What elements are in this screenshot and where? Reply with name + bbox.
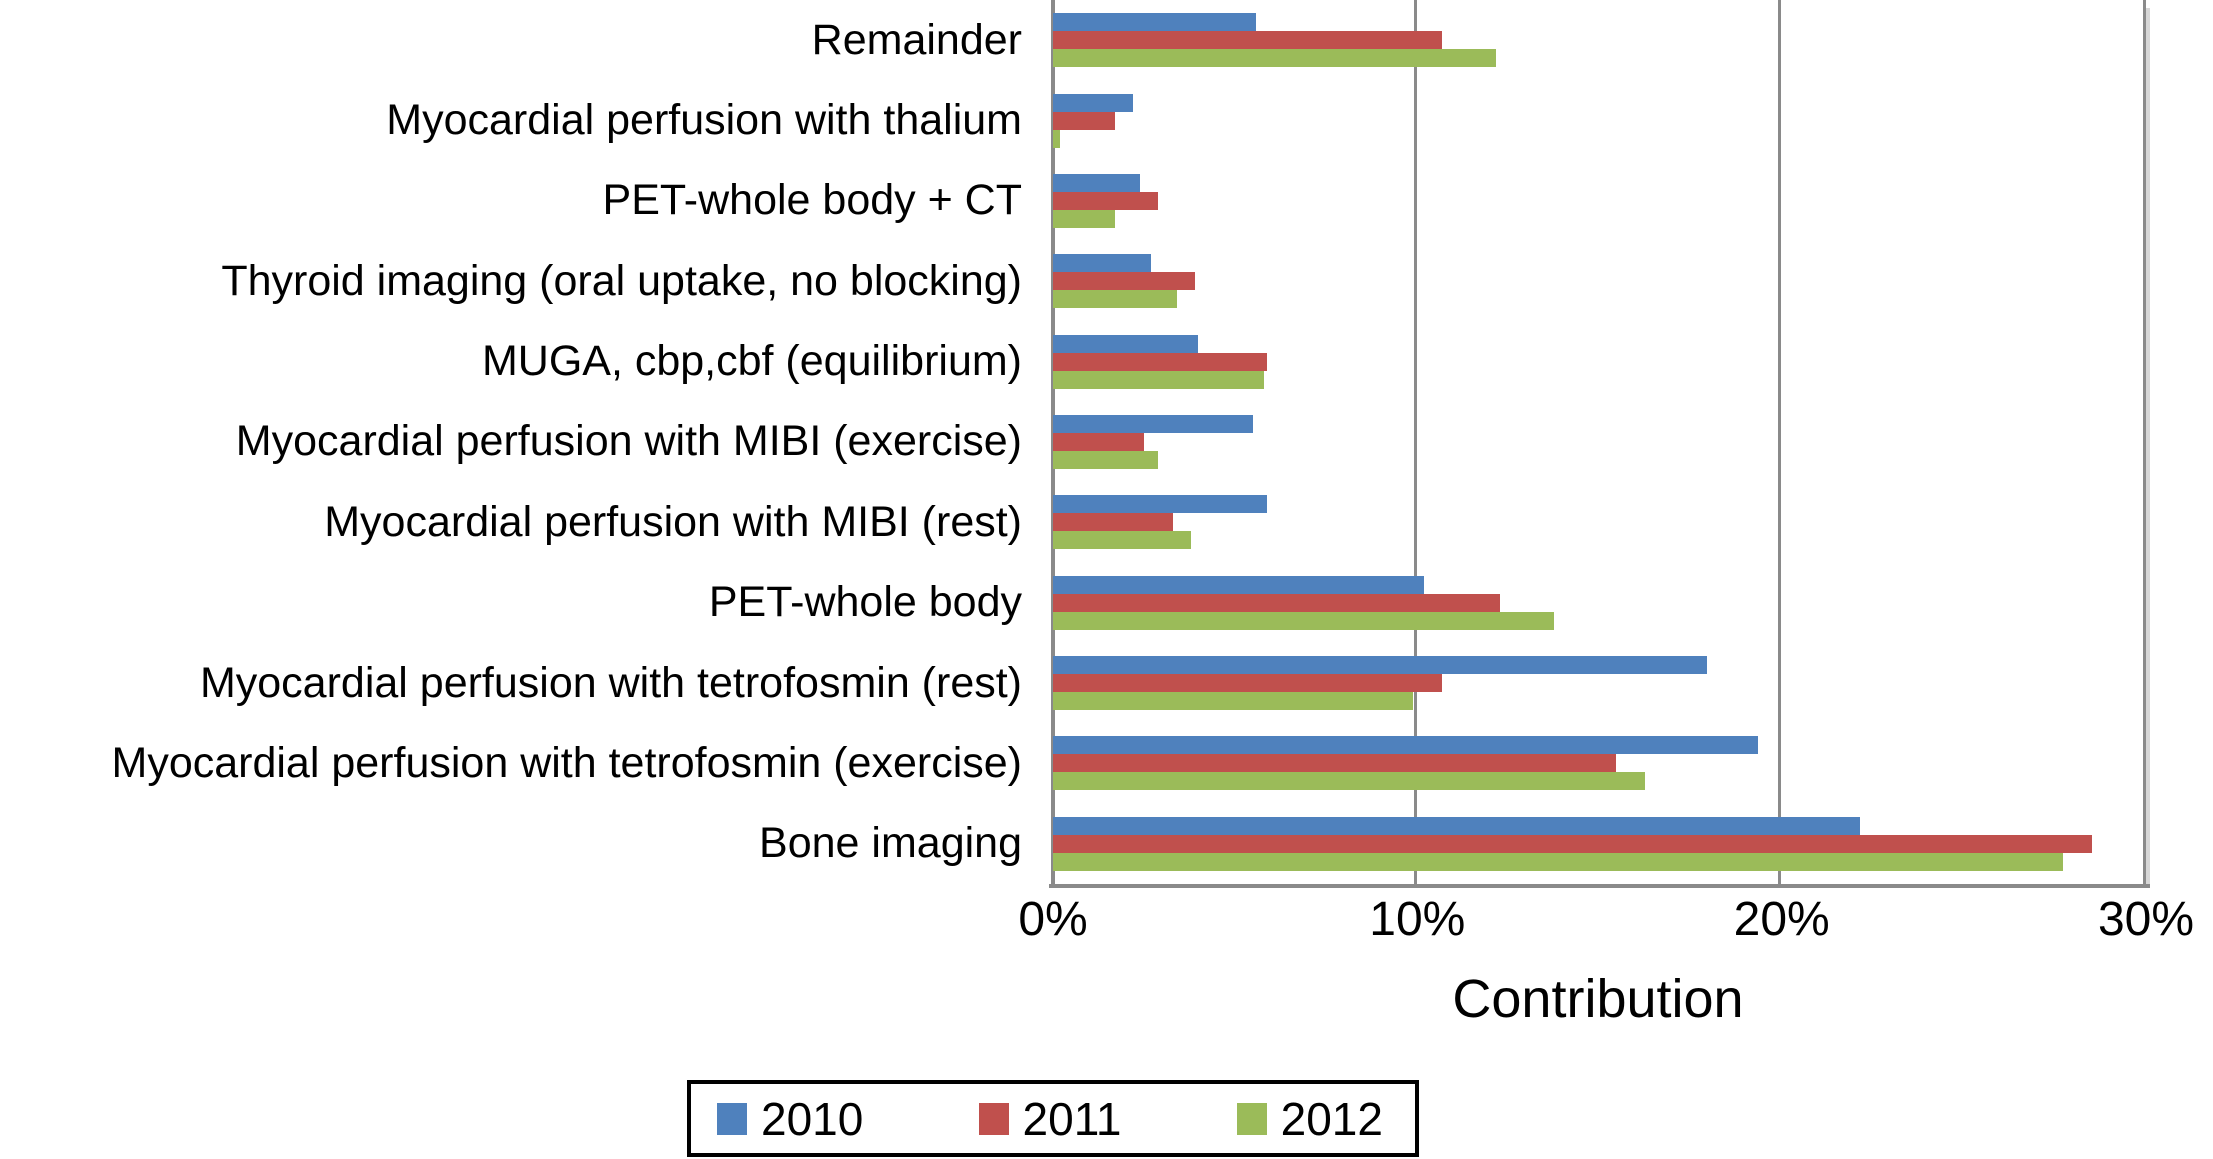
- bar-2012: [1053, 852, 2064, 871]
- category-label: Bone imaging: [759, 819, 1022, 868]
- category-axis-labels: Remainder Myocardial perfusion with thali…: [0, 0, 1036, 884]
- category-label: Myocardial perfusion with MIBI (exercise…: [235, 417, 1022, 466]
- bar-2012: [1053, 450, 1159, 469]
- category-label: PET-whole body: [708, 578, 1022, 627]
- category-label: Myocardial perfusion with thalium: [386, 96, 1022, 145]
- bar-2010: [1053, 575, 1424, 594]
- bar-2011: [1053, 674, 1442, 693]
- bar-2010: [1053, 334, 1199, 353]
- legend-label: 2012: [1280, 1092, 1383, 1145]
- bar-group: [1053, 402, 2143, 482]
- bar-2012: [1053, 290, 1177, 309]
- bar-2010: [1053, 173, 1141, 192]
- bar-2011: [1053, 31, 1442, 50]
- bar-2010: [1053, 13, 1257, 32]
- bar-2010: [1053, 816, 1860, 835]
- bar-group: [1053, 563, 2143, 643]
- bar-2011: [1053, 352, 1268, 371]
- bar-2010: [1053, 414, 1253, 433]
- bar-2010: [1053, 254, 1152, 273]
- bar-group: [1053, 161, 2143, 241]
- legend-item-2010: 2010: [717, 1096, 863, 1142]
- x-axis-title: Contribution: [1452, 969, 1744, 1029]
- x-axis-ticks: 0% 10% 20% 30%: [1018, 893, 2194, 956]
- legend-swatch-2011: [978, 1102, 1009, 1135]
- bar-2012: [1053, 611, 1555, 630]
- category-label: Thyroid imaging (oral uptake, no blockin…: [221, 256, 1022, 305]
- bar-2011: [1053, 754, 1617, 773]
- bar-2012: [1053, 370, 1264, 389]
- bar-2010: [1053, 656, 1707, 675]
- category-label: Myocardial perfusion with MIBI (rest): [324, 497, 1022, 546]
- bar-2011: [1053, 432, 1144, 451]
- bar-2011: [1053, 191, 1159, 210]
- category-label: Remainder: [811, 15, 1022, 64]
- bar-group: [1053, 804, 2143, 884]
- category-label: Myocardial perfusion with tetrofosmin (e…: [111, 738, 1023, 787]
- bar-2012: [1053, 209, 1115, 228]
- bar-2011: [1053, 513, 1173, 532]
- bar-group: [1053, 321, 2143, 401]
- legend-item-2012: 2012: [1236, 1092, 1383, 1145]
- bar-group: [1053, 80, 2143, 160]
- bar-2011: [1053, 272, 1195, 291]
- bar-group: [1053, 643, 2143, 723]
- legend: 2010 2011 2012: [687, 1080, 1419, 1157]
- x-axis-line: [1049, 884, 2150, 888]
- x-tick-label: 0%: [1018, 893, 1088, 946]
- bar-2011: [1053, 593, 1500, 612]
- legend-swatch-2012: [1236, 1102, 1267, 1135]
- bar-2012: [1053, 531, 1192, 550]
- bar-2011: [1053, 111, 1115, 130]
- legend-label: 2010: [761, 1092, 864, 1145]
- bar-2012: [1053, 129, 1061, 148]
- bar-2012: [1053, 49, 1497, 68]
- bar-group: [1053, 723, 2143, 803]
- gridline-10-percent: [1414, 0, 1418, 884]
- bar-2010: [1053, 736, 1758, 755]
- category-label: Myocardial perfusion with tetrofosmin (r…: [199, 658, 1022, 707]
- legend-item-2011: 2011: [978, 1092, 1122, 1145]
- category-label: MUGA, cbp,cbf (equilibrium): [481, 337, 1022, 386]
- legend-swatch-2010: [717, 1102, 747, 1135]
- bar-group: [1053, 482, 2143, 562]
- x-tick-label: 10%: [1369, 893, 1466, 946]
- bar-2012: [1053, 692, 1413, 711]
- gridline-20-percent: [1777, 0, 1781, 884]
- legend-label: 2011: [1022, 1092, 1122, 1145]
- x-tick-label: 30%: [2097, 893, 2195, 946]
- bar-group: [1053, 241, 2143, 321]
- bar-2012: [1053, 772, 1646, 791]
- bar-group: [1053, 0, 2143, 80]
- x-tick-label: 20%: [1733, 893, 1830, 946]
- bar-2010: [1053, 93, 1133, 112]
- bar-rows: [1053, 0, 2143, 884]
- plot-area: [1049, 0, 2150, 888]
- bar-2011: [1053, 834, 2093, 853]
- category-label: PET-whole body + CT: [602, 176, 1022, 225]
- bar-2010: [1053, 495, 1268, 514]
